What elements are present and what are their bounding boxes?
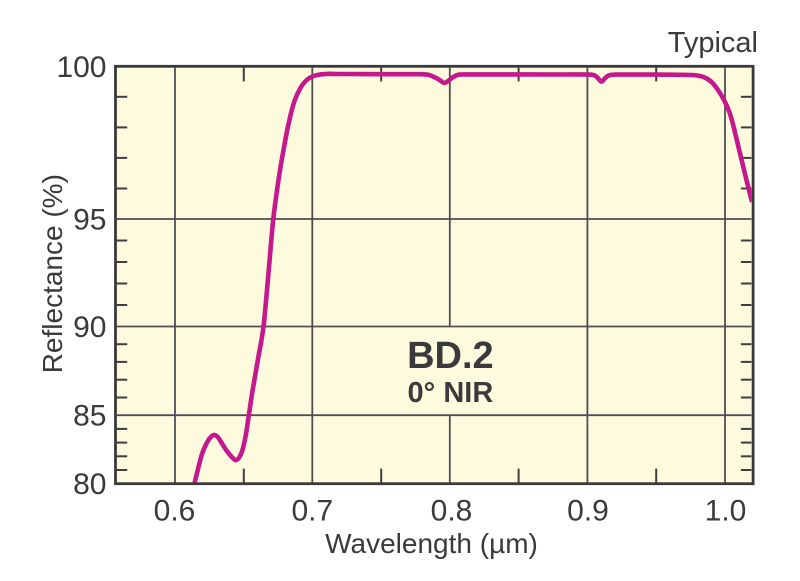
svg-text:95: 95 bbox=[73, 204, 106, 237]
svg-text:0.7: 0.7 bbox=[291, 494, 333, 527]
svg-text:0° NIR: 0° NIR bbox=[408, 377, 494, 409]
svg-text:Wavelength (µm): Wavelength (µm) bbox=[325, 528, 538, 559]
svg-text:0.8: 0.8 bbox=[431, 494, 473, 527]
svg-text:Typical: Typical bbox=[668, 27, 758, 59]
svg-text:100: 100 bbox=[56, 51, 106, 84]
svg-text:80: 80 bbox=[73, 468, 106, 501]
svg-text:85: 85 bbox=[73, 400, 106, 433]
svg-text:0.6: 0.6 bbox=[154, 494, 196, 527]
svg-text:Reflectance (%): Reflectance (%) bbox=[37, 174, 68, 373]
svg-text:0.9: 0.9 bbox=[567, 494, 609, 527]
svg-text:BD.2: BD.2 bbox=[407, 335, 494, 377]
svg-text:90: 90 bbox=[73, 311, 106, 344]
svg-text:1.0: 1.0 bbox=[705, 494, 747, 527]
